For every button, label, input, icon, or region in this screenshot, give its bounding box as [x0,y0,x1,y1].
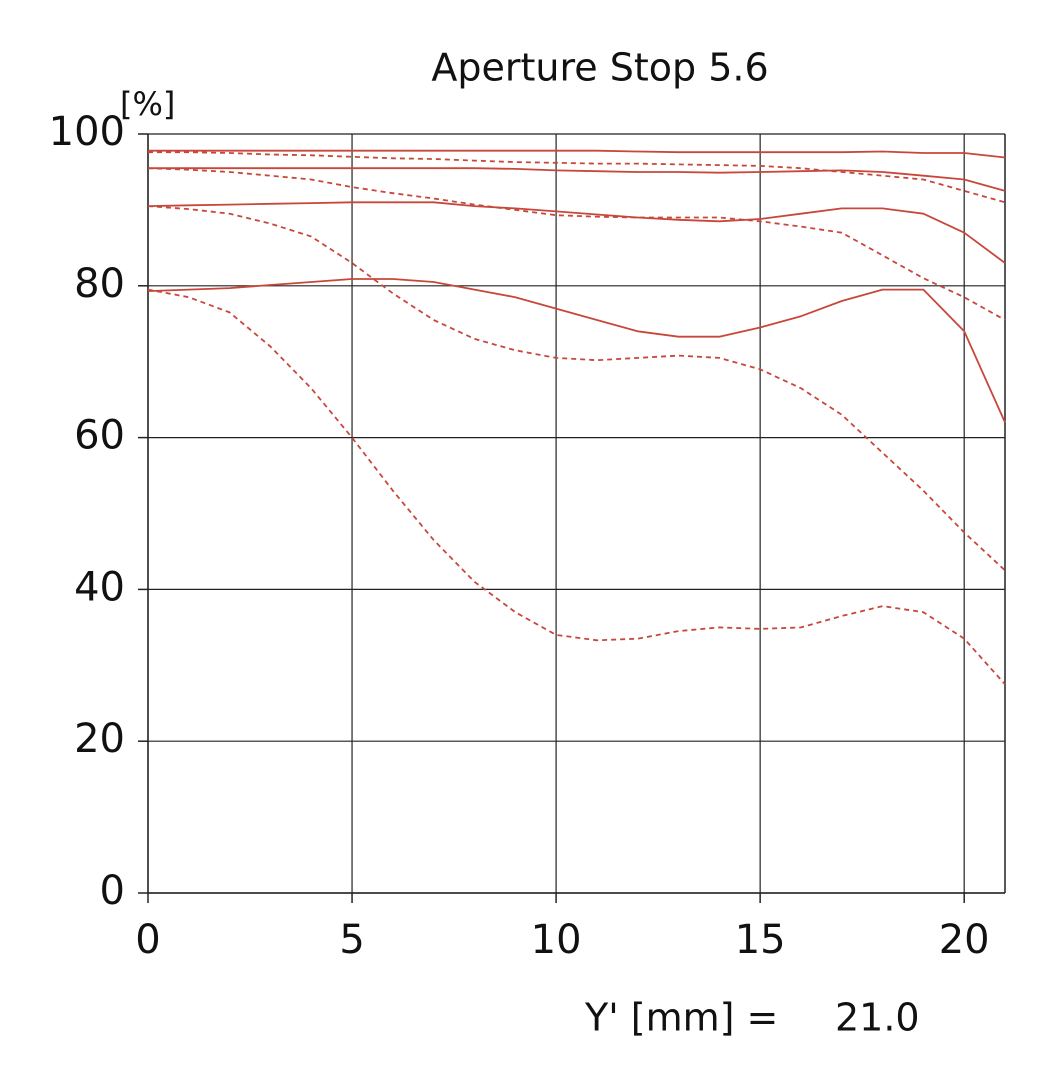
y-tick-label: 100 [49,109,125,155]
series-line [148,149,1006,159]
x-tick-label: 10 [531,917,582,963]
y-tick-label: 40 [74,564,125,610]
series-line [147,201,1006,264]
series-line [147,288,1006,685]
x-tick-label: 15 [735,917,786,963]
series-line [147,278,1006,423]
y-tick-label: 0 [100,868,125,914]
y-tick-label: 80 [74,261,125,307]
series-line [147,167,1006,321]
x-tick-label: 5 [339,917,364,963]
y-axis-label: [%] [120,85,175,123]
y-tick-label: 60 [74,413,125,459]
y-tick-label: 20 [74,716,125,762]
x-tick-label: 0 [135,917,160,963]
chart-title: Aperture Stop 5.6 [431,46,768,90]
series-line [147,205,1006,572]
annotation: 21.0 [835,996,920,1040]
series-line [148,167,1006,192]
x-tick-label: 20 [939,917,990,963]
series-line [148,151,1006,204]
x-axis-label: Y' [mm] = [584,996,778,1040]
